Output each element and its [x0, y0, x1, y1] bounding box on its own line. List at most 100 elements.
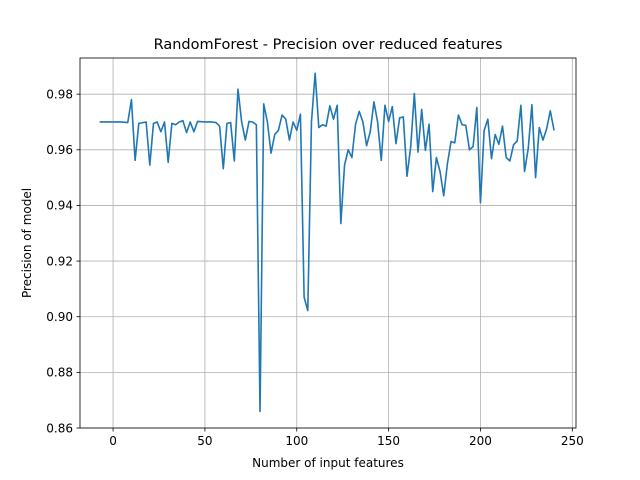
data-point — [413, 93, 415, 95]
data-point — [248, 120, 250, 122]
x-tick-label: 100 — [285, 434, 308, 448]
data-point — [380, 159, 382, 161]
data-point — [502, 125, 504, 127]
data-point — [333, 118, 335, 120]
y-tick-label: 0.96 — [46, 143, 73, 157]
data-point — [325, 125, 327, 127]
data-point — [439, 171, 441, 172]
data-point — [483, 129, 485, 131]
data-point — [134, 159, 136, 161]
data-point — [189, 121, 191, 123]
x-tick-label: 200 — [469, 434, 492, 448]
data-point — [542, 139, 544, 141]
data-point — [230, 122, 232, 124]
y-tick-label: 0.98 — [46, 87, 73, 101]
data-point — [277, 129, 279, 131]
data-point — [366, 145, 368, 147]
data-point — [321, 124, 323, 126]
data-point — [237, 88, 239, 90]
y-tick-label: 0.88 — [46, 366, 73, 380]
data-point — [263, 103, 265, 105]
x-tick-label: 0 — [109, 434, 117, 448]
data-point — [417, 151, 419, 153]
data-point — [358, 110, 360, 112]
data-point — [373, 101, 375, 103]
data-point — [233, 160, 235, 162]
data-point — [167, 161, 169, 163]
chart-title: RandomForest - Precision over reduced fe… — [154, 37, 503, 53]
data-point — [160, 131, 162, 133]
x-tick-label: 50 — [197, 434, 212, 448]
data-point — [329, 105, 331, 107]
data-point — [428, 123, 430, 125]
data-point — [307, 310, 309, 312]
data-point — [119, 121, 121, 123]
series-layer — [99, 72, 555, 413]
data-point — [491, 158, 492, 160]
data-point — [112, 121, 114, 123]
data-point — [432, 191, 434, 193]
data-point — [421, 108, 423, 110]
data-point — [252, 121, 254, 123]
data-point — [270, 152, 272, 154]
data-point — [351, 157, 353, 159]
data-point — [450, 140, 452, 142]
data-point — [340, 223, 342, 225]
data-point — [355, 123, 357, 125]
data-point — [336, 104, 338, 106]
data-point — [446, 163, 448, 165]
data-point — [468, 149, 470, 151]
data-point — [476, 107, 478, 109]
data-point — [443, 195, 445, 197]
data-point — [186, 132, 188, 134]
data-point — [494, 134, 496, 135]
y-tick-label: 0.92 — [46, 254, 73, 268]
data-point — [546, 128, 548, 130]
data-point — [347, 149, 349, 151]
x-tick-label: 150 — [377, 434, 400, 448]
data-point — [178, 121, 180, 123]
data-point — [377, 121, 379, 123]
data-point — [399, 117, 401, 119]
data-point — [384, 104, 386, 106]
grid — [80, 58, 576, 429]
data-point — [182, 120, 184, 122]
data-point — [487, 118, 489, 120]
data-point — [310, 121, 312, 123]
data-point — [406, 175, 408, 177]
data-point — [244, 139, 246, 141]
data-point — [369, 131, 371, 133]
data-point — [171, 122, 173, 124]
data-point — [211, 121, 213, 123]
data-point — [538, 127, 540, 129]
tick-layer: 0 50 100 150 200 250 0.86 0.88 0.90 0.92 0.94 0.96 0… — [46, 87, 583, 448]
data-point — [479, 202, 481, 204]
data-point — [395, 143, 397, 145]
y-tick-label: 0.94 — [46, 199, 73, 213]
data-point — [259, 410, 261, 412]
data-point — [193, 131, 195, 133]
data-point — [222, 168, 224, 170]
data-point — [391, 106, 393, 108]
data-point — [175, 124, 177, 126]
data-point — [465, 124, 467, 126]
data-point — [549, 110, 551, 112]
data-point — [285, 118, 287, 120]
data-point — [520, 104, 522, 106]
data-point — [152, 122, 154, 124]
data-point — [516, 140, 518, 142]
data-point — [472, 145, 474, 147]
data-point — [535, 177, 537, 179]
data-point — [226, 122, 228, 124]
data-point — [145, 121, 147, 123]
data-point — [461, 124, 463, 126]
x-axis-title: Number of input features — [252, 456, 404, 470]
data-point — [138, 122, 140, 124]
data-point — [454, 142, 456, 144]
data-point — [513, 144, 515, 146]
data-point — [498, 143, 500, 145]
data-point — [531, 104, 533, 106]
data-point — [527, 147, 529, 149]
data-point — [553, 129, 555, 131]
